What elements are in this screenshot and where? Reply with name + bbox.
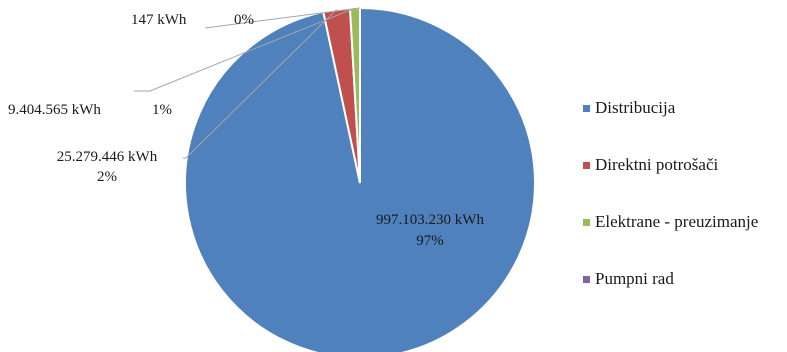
data-label-elektrane-value: 9.404.565 kWh	[8, 102, 101, 118]
data-label-pumpni-percent: 0%	[234, 12, 254, 28]
legend-item-direktni-potrosaci: Direktni potrošači	[583, 150, 758, 180]
legend-label: Direktni potrošači	[595, 155, 719, 174]
leader-line-pumpni-rad	[204, 7, 361, 29]
legend-label: Elektrane - preuzimanje	[595, 212, 759, 231]
chart-legend: Distribucija Direktni potrošači Elektran…	[583, 93, 758, 321]
data-label-direktni-percent: 2%	[97, 169, 117, 185]
data-label-elektrane-percent: 1%	[152, 102, 172, 118]
legend-item-distribucija: Distribucija	[583, 93, 758, 123]
data-label-pumpni-value: 147 kWh	[131, 12, 187, 28]
legend-swatch-pumpni-rad	[583, 275, 590, 283]
legend-item-pumpni-rad: Pumpni rad	[583, 264, 758, 294]
legend-swatch-elektrane-preuzimanje	[583, 218, 590, 226]
legend-swatch-direktni-potrosaci	[583, 161, 590, 169]
leader-line-elektrane-preuzimanje	[134, 7, 356, 92]
legend-label: Distribucija	[595, 98, 676, 117]
data-label-distribucija-value: 997.103.230 kWh	[376, 212, 484, 228]
leader-line-direktni-potrosaci	[183, 9, 337, 159]
data-label-distribucija-percent: 97%	[416, 233, 444, 249]
legend-swatch-distribucija	[583, 104, 590, 112]
legend-item-elektrane-preuzimanje: Elektrane - preuzimanje	[583, 207, 758, 237]
data-label-direktni-value: 25.279.446 kWh	[57, 149, 158, 165]
legend-label: Pumpni rad	[595, 269, 674, 288]
